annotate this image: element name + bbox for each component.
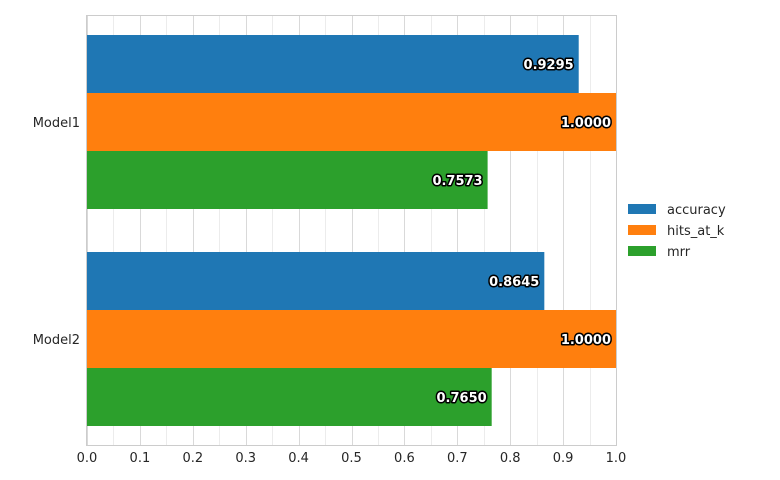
legend-swatch [628, 246, 656, 256]
x-tick-label: 1.0 [606, 451, 627, 466]
bar-mrr-Model2 [87, 368, 492, 426]
bar-mrr-Model1 [87, 151, 488, 209]
category-label-Model1: Model1 [33, 116, 80, 131]
bar-label-hits_at_k-Model2: 1.0000 [561, 333, 611, 348]
bar-value-labels: 0.9295 1.0000 0.7573 0.8645 1.0000 0.7650 [431, 57, 613, 408]
legend-swatch [628, 204, 656, 214]
bars [87, 35, 616, 426]
y-axis-category-labels: Model1 Model2 [33, 116, 80, 348]
x-tick-label: 0.8 [500, 451, 521, 466]
x-tick-label: 0.6 [394, 451, 415, 466]
bar-label-hits_at_k-Model1: 1.0000 [561, 116, 611, 131]
bar-label-mrr-Model1: 0.7573 [432, 174, 482, 189]
x-axis-ticks: 0.0 0.1 0.2 0.3 0.4 0.5 0.6 0.7 0.8 0.9 1.0 [77, 451, 627, 466]
x-tick-label: 0.4 [288, 451, 309, 466]
bar-hits_at_k-Model1 [87, 93, 616, 151]
bar-label-mrr-Model2: 0.7650 [437, 391, 487, 406]
legend-swatch [628, 225, 656, 235]
x-tick-label: 0.2 [182, 451, 203, 466]
legend-label: accuracy [667, 203, 726, 218]
plot-frame [86, 15, 617, 446]
x-tick-label: 0.3 [235, 451, 256, 466]
x-tick-label: 0.9 [553, 451, 574, 466]
legend-label: mrr [667, 245, 691, 260]
x-tick-label: 0.0 [77, 451, 98, 466]
legend-item-accuracy[interactable]: accuracy [628, 203, 726, 218]
x-tick-label: 0.7 [447, 451, 468, 466]
bar-accuracy-Model2 [87, 252, 545, 310]
bar-accuracy-Model1 [87, 35, 579, 93]
x-tick-label: 0.5 [341, 451, 362, 466]
category-label-Model2: Model2 [33, 333, 80, 348]
bar-label-accuracy-Model1: 0.9295 [524, 58, 574, 73]
bar-label-accuracy-Model2: 0.8645 [489, 275, 539, 290]
bar-hits_at_k-Model2 [87, 310, 616, 368]
legend-item-mrr[interactable]: mrr [628, 245, 691, 260]
legend-item-hits_at_k[interactable]: hits_at_k [628, 224, 725, 239]
x-tick-label: 0.1 [130, 451, 151, 466]
legend-label: hits_at_k [667, 224, 725, 239]
